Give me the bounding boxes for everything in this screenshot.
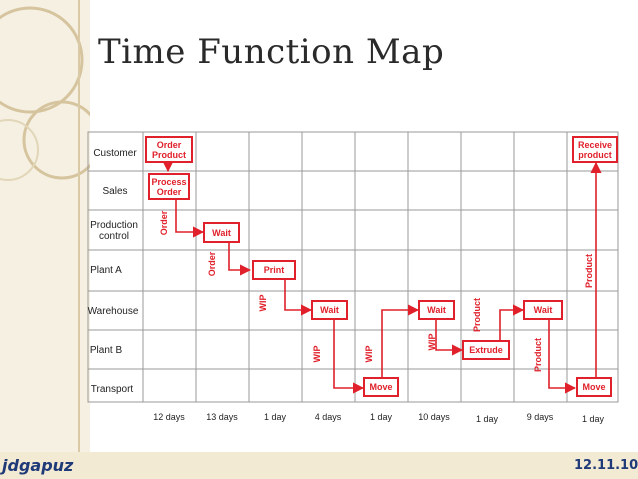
role-warehouse: Warehouse	[87, 306, 139, 317]
flow-label-order: Order	[207, 251, 217, 277]
step-wait: Wait	[203, 222, 240, 243]
footer-bar	[0, 452, 638, 479]
duration-label: 10 days	[418, 412, 450, 422]
step-wait: Wait	[311, 300, 348, 320]
duration-label: 1 day	[475, 414, 499, 424]
page-title: Time Function Map	[98, 32, 445, 72]
role-customer: Customer	[93, 148, 137, 159]
flow-label-wip: WIP	[258, 294, 268, 312]
role-plant-b: Plant B	[89, 345, 123, 356]
step-receive-product: Receive product	[572, 136, 618, 163]
decorative-side-panel	[0, 0, 90, 479]
step-extrude: Extrude	[462, 340, 510, 360]
duration-label: 13 days	[206, 412, 238, 422]
role-sales: Sales	[102, 186, 128, 197]
step-process-order: Process Order	[148, 173, 190, 200]
flow-label-product: Product	[472, 298, 482, 333]
step-move: Move	[576, 377, 612, 397]
duration-label: 1 day	[581, 414, 605, 424]
decorative-circles	[0, 6, 90, 181]
footer-date: 12.11.10	[574, 458, 638, 473]
flow-label-product: Product	[584, 254, 594, 289]
flow-label-order: Order	[159, 210, 169, 236]
role-production-control: Production control	[90, 220, 138, 242]
duration-label: 9 days	[526, 412, 554, 422]
step-order-product: Order Product	[145, 136, 193, 163]
duration-label: 1 day	[369, 412, 393, 422]
flow-label-product: Product	[533, 338, 543, 373]
role-plant-a: Plant A	[90, 265, 122, 276]
step-print: Print	[252, 260, 296, 280]
duration-label: 12 days	[153, 412, 185, 422]
step-wait: Wait	[523, 300, 563, 320]
flow-label-wip: WIP	[312, 345, 322, 363]
flow-label-wip: WIP	[427, 333, 437, 351]
duration-label: 4 days	[314, 412, 342, 422]
role-transport: Transport	[90, 384, 134, 395]
footer-author: jdgapuz	[2, 456, 74, 475]
duration-label: 1 day	[263, 412, 287, 422]
step-wait: Wait	[418, 300, 455, 320]
flow-label-wip: WIP	[364, 345, 374, 363]
decorative-divider	[78, 0, 80, 479]
step-move: Move	[363, 377, 399, 397]
